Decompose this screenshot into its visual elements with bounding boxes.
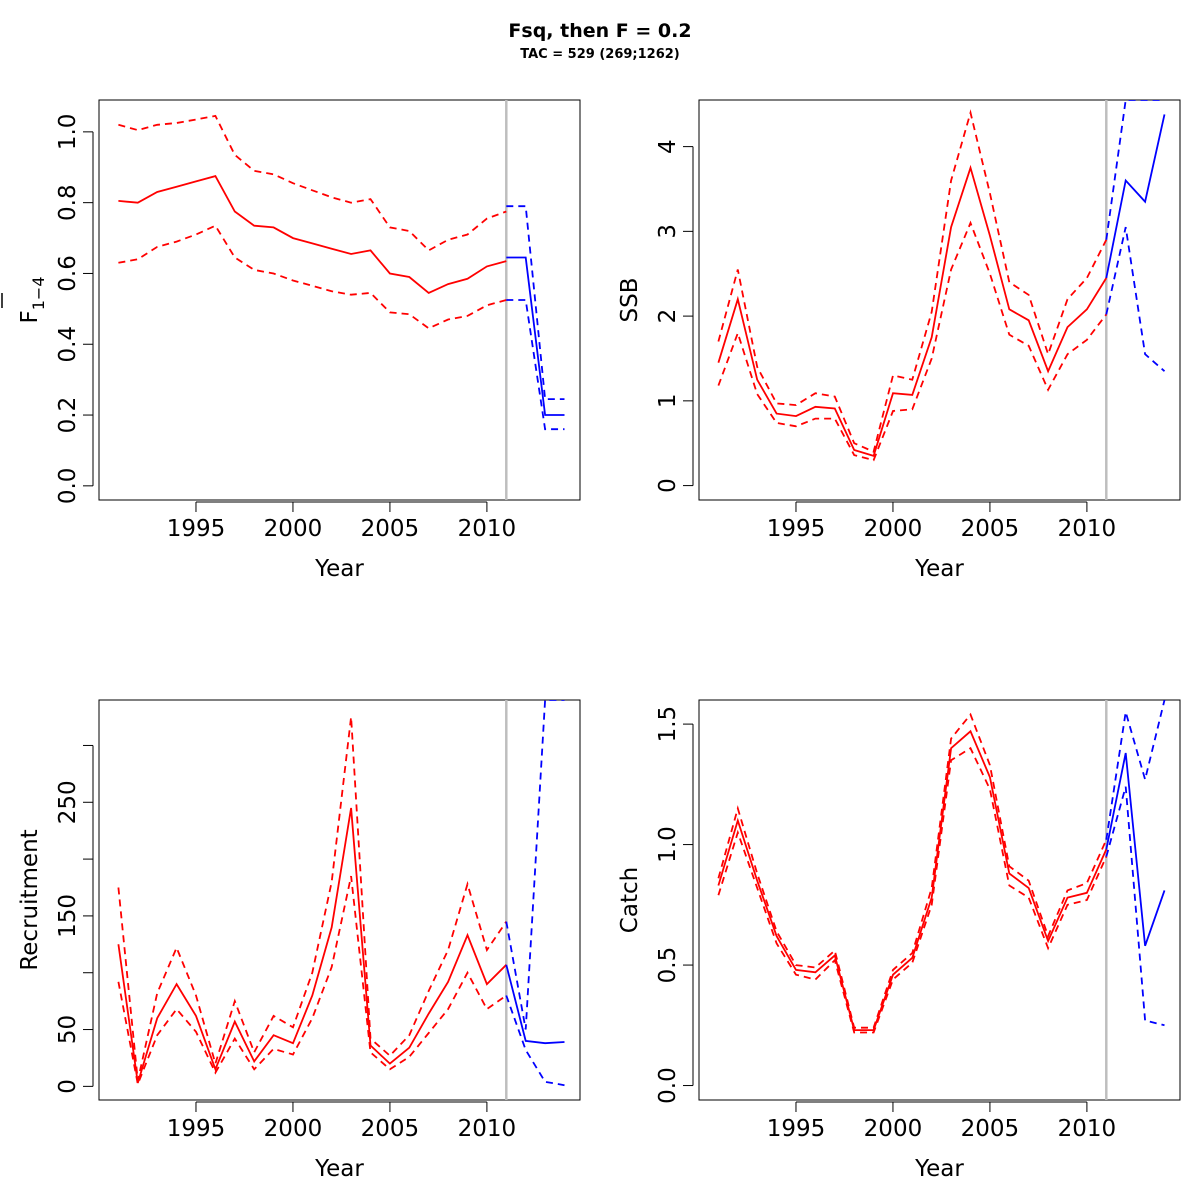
y-tick-label: 4 [655,139,681,154]
forecast-estimate [505,964,565,1045]
plot-frame [98,99,581,501]
forecast-lower-bound [1105,786,1165,1027]
x-tick-label: 2005 [361,1116,420,1142]
x-tick-label: 2005 [961,1116,1020,1142]
forecast-estimate [506,256,565,416]
forecast-lower-bound [505,995,565,1087]
historic-lower-bound [117,875,507,1088]
x-axis-title: Year [914,556,964,582]
forecast-upper-bound [505,700,565,1030]
x-tick-label: 2010 [458,516,517,542]
x-tick-label: 2010 [458,1116,517,1142]
y-tick-label: 1.0 [55,114,81,151]
y-tick-label: 1.0 [655,826,681,863]
x-tick-label: 2000 [264,1116,323,1142]
x-tick-label: 2000 [864,1116,923,1142]
plot-frame [98,699,581,1101]
y-tick-label: 1.5 [655,706,681,743]
y-tick-label: 250 [55,780,81,824]
y-tick-label: 0.4 [55,326,81,363]
y-tick-label: 0.6 [55,255,81,292]
figure-subtitle: TAC = 529 (269;1262) [520,47,680,62]
x-tick-label: 1995 [167,1116,226,1142]
y-tick-label: 0.0 [55,468,81,505]
historic-lower-bound [717,746,1108,1034]
y-tick-label: 0 [55,1079,81,1094]
x-tick-label: 1995 [167,516,226,542]
y-tick-label: 150 [55,894,81,938]
forecast-upper-bound [1105,700,1166,840]
panel-catch: 1995 2000 2005 2010 0.0 0.5 1.0 1.5 Year Catch [617,699,1181,1182]
y-tick-label: 0.8 [55,184,81,221]
forecast-upper-bound [1105,100,1165,240]
historic-upper-bound [717,712,1108,1029]
x-tick-label: 2010 [1058,1116,1117,1142]
x-tick-label: 2000 [864,516,923,542]
y-tick-label: 0.0 [655,1067,681,1104]
x-axis-title: Year [314,1156,364,1182]
figure-title: Fsq, then F = 0.2 [508,20,692,42]
historic-upper-bound [118,114,507,252]
y-tick-label: 2 [655,309,681,324]
y-axis-title: Recruitment [17,829,43,970]
historic-estimate [717,164,1108,458]
y-tick-label: 0.2 [55,397,81,434]
x-axis-title: Year [314,556,364,582]
x-tick-label: 2000 [264,516,323,542]
historic-estimate [118,175,507,294]
forecast-estimate [1105,114,1166,279]
forecast-lower-bound [506,299,565,431]
x-tick-label: 1995 [767,1116,826,1142]
historic-upper-bound [117,716,508,1081]
forecast-upper-bound [506,205,565,401]
y-tick-label: 3 [655,224,681,239]
y-tick-label: 0.5 [655,947,681,984]
historic-upper-bound [717,109,1108,453]
historic-lower-bound [118,224,507,330]
panel-ssb: 1995 2000 2005 2010 0 1 2 3 4 Year SSB [617,99,1181,582]
plot-frame [698,699,1181,1101]
x-tick-label: 2005 [361,516,420,542]
x-axis-title: Year [914,1156,964,1182]
panel-fbar: 1995 2000 2005 2010 0.0 0.2 0.4 0.6 0.8 1.0 Year F1… [1,99,581,582]
x-tick-label: 2010 [1058,516,1117,542]
y-axis-title: F1−4 [17,277,48,324]
historic-estimate [117,807,507,1084]
y-tick-label: 1 [655,394,681,409]
forecast-estimate [1105,752,1166,947]
forecast-lower-bound [1105,226,1166,372]
historic-lower-bound [717,220,1108,462]
y-tick-label: 0 [655,478,681,493]
historic-estimate [717,729,1108,1031]
x-tick-label: 1995 [767,516,826,542]
y-axis-title: SSB [617,278,643,323]
y-axis-title: Catch [617,867,643,933]
x-tick-label: 2005 [961,516,1020,542]
plot-frame [698,99,1181,501]
y-tick-label: 50 [55,1015,81,1044]
panel-recruitment: 1995 2000 2005 2010 0 50 150 250 Year Recruitment [17,699,581,1182]
